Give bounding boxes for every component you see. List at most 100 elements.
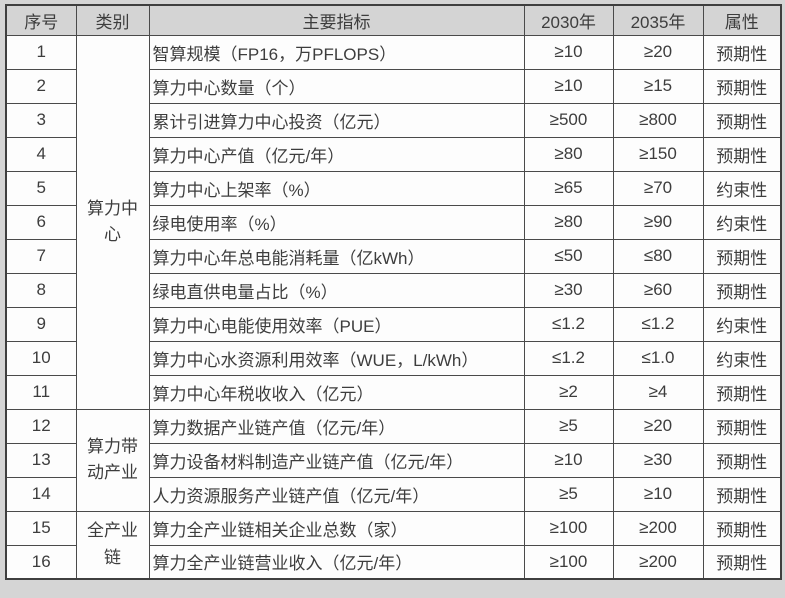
indicator-targets-table: 序号 类别 主要指标 2030年 2035年 属性 1 算力中心 智算规模（FP16… — [5, 4, 782, 580]
target-2035-cell: ≥15 — [612, 68, 704, 104]
attribute-cell: 预期性 — [702, 136, 782, 172]
indicator-cell: 算力中心年总电能消耗量（亿kWh） — [148, 238, 525, 274]
indicator-cell: 绿电直供电量占比（%） — [148, 272, 525, 308]
attribute-cell: 预期性 — [702, 34, 782, 70]
serial-number-cell: 5 — [5, 170, 77, 206]
attribute-cell: 预期性 — [702, 476, 782, 512]
header-category: 类别 — [75, 4, 150, 36]
serial-number-cell: 16 — [5, 544, 77, 580]
target-2030-cell: ≥100 — [523, 544, 614, 580]
header-year-2035: 2035年 — [612, 4, 704, 36]
target-2030-cell: ≥10 — [523, 34, 614, 70]
target-2035-cell: ≥70 — [612, 170, 704, 206]
serial-number-cell: 3 — [5, 102, 77, 138]
table-row: 1 算力中心 智算规模（FP16，万PFLOPS） ≥10 ≥20 预期性 — [5, 34, 782, 410]
indicator-cell: 算力中心数量（个） — [148, 68, 525, 104]
target-2035-cell: ≤1.2 — [612, 306, 704, 342]
target-2035-cell: ≥150 — [612, 136, 704, 172]
attribute-cell: 约束性 — [702, 306, 782, 342]
attribute-cell: 约束性 — [702, 204, 782, 240]
target-2035-cell: ≤1.0 — [612, 340, 704, 376]
indicator-cell: 绿电使用率（%） — [148, 204, 525, 240]
table-row: 8 绿电直供电量占比（%） ≥30 ≥60 预期性 — [5, 272, 782, 308]
serial-number-cell: 13 — [5, 442, 77, 478]
table-row: 14 人力资源服务产业链产值（亿元/年） ≥5 ≥10 预期性 — [5, 476, 782, 512]
attribute-cell: 预期性 — [702, 442, 782, 478]
serial-number-cell: 15 — [5, 510, 77, 546]
header-attribute: 属性 — [702, 4, 782, 36]
attribute-cell: 预期性 — [702, 102, 782, 138]
indicator-cell: 算力中心年税收收入（亿元） — [148, 374, 525, 410]
target-2030-cell: ≥10 — [523, 68, 614, 104]
serial-number-cell: 6 — [5, 204, 77, 240]
attribute-cell: 预期性 — [702, 510, 782, 546]
table-body: 1 算力中心 智算规模（FP16，万PFLOPS） ≥10 ≥20 预期性 2 算力中心数量（… — [5, 34, 782, 580]
table-row: 4 算力中心产值（亿元/年） ≥80 ≥150 预期性 — [5, 136, 782, 172]
header-row: 序号 类别 主要指标 2030年 2035年 属性 — [5, 4, 782, 36]
header-year-2030: 2030年 — [523, 4, 614, 36]
target-2035-cell: ≥90 — [612, 204, 704, 240]
target-2035-cell: ≥4 — [612, 374, 704, 410]
target-2030-cell: ≥5 — [523, 476, 614, 512]
indicator-cell: 累计引进算力中心投资（亿元） — [148, 102, 525, 138]
target-2030-cell: ≥30 — [523, 272, 614, 308]
table-row: 9 算力中心电能使用效率（PUE） ≤1.2 ≤1.2 约束性 — [5, 306, 782, 342]
target-2030-cell: ≤1.2 — [523, 306, 614, 342]
table-row: 6 绿电使用率（%） ≥80 ≥90 约束性 — [5, 204, 782, 240]
serial-number-cell: 11 — [5, 374, 77, 410]
table-row: 11 算力中心年税收收入（亿元） ≥2 ≥4 预期性 — [5, 374, 782, 410]
target-2030-cell: ≥80 — [523, 204, 614, 240]
indicator-cell: 智算规模（FP16，万PFLOPS） — [148, 34, 525, 70]
table-row: 10 算力中心水资源利用效率（WUE，L/kWh） ≤1.2 ≤1.0 约束性 — [5, 340, 782, 376]
target-2035-cell: ≥200 — [612, 544, 704, 580]
attribute-cell: 约束性 — [702, 170, 782, 206]
table-row: 5 算力中心上架率（%） ≥65 ≥70 约束性 — [5, 170, 782, 206]
serial-number-cell: 10 — [5, 340, 77, 376]
attribute-cell: 预期性 — [702, 408, 782, 444]
category-cell: 全产业链 — [75, 510, 150, 580]
target-2030-cell: ≥5 — [523, 408, 614, 444]
serial-number-cell: 1 — [5, 34, 77, 70]
serial-number-cell: 12 — [5, 408, 77, 444]
attribute-cell: 预期性 — [702, 544, 782, 580]
table-header: 序号 类别 主要指标 2030年 2035年 属性 — [5, 4, 782, 36]
indicator-cell: 人力资源服务产业链产值（亿元/年） — [148, 476, 525, 512]
indicator-cell: 算力设备材料制造产业链产值（亿元/年） — [148, 442, 525, 478]
target-2035-cell: ≥200 — [612, 510, 704, 546]
indicator-cell: 算力中心上架率（%） — [148, 170, 525, 206]
indicator-cell: 算力中心电能使用效率（PUE） — [148, 306, 525, 342]
serial-number-cell: 14 — [5, 476, 77, 512]
target-2030-cell: ≥65 — [523, 170, 614, 206]
indicator-cell: 算力中心水资源利用效率（WUE，L/kWh） — [148, 340, 525, 376]
attribute-cell: 预期性 — [702, 272, 782, 308]
header-main-indicator: 主要指标 — [148, 4, 525, 36]
target-2030-cell: ≥2 — [523, 374, 614, 410]
serial-number-cell: 9 — [5, 306, 77, 342]
target-2030-cell: ≤50 — [523, 238, 614, 274]
target-2035-cell: ≥800 — [612, 102, 704, 138]
table-row: 2 算力中心数量（个） ≥10 ≥15 预期性 — [5, 68, 782, 104]
indicator-cell: 算力数据产业链产值（亿元/年） — [148, 408, 525, 444]
target-2035-cell: ≤80 — [612, 238, 704, 274]
table-row: 12 算力带动产业 算力数据产业链产值（亿元/年） ≥5 ≥20 预期性 — [5, 408, 782, 512]
category-cell: 算力中心 — [75, 34, 150, 410]
serial-number-cell: 4 — [5, 136, 77, 172]
target-2035-cell: ≥20 — [612, 408, 704, 444]
target-2035-cell: ≥20 — [612, 34, 704, 70]
serial-number-cell: 2 — [5, 68, 77, 104]
header-serial-number: 序号 — [5, 4, 77, 36]
target-2030-cell: ≥10 — [523, 442, 614, 478]
target-2030-cell: ≥80 — [523, 136, 614, 172]
target-2030-cell: ≥500 — [523, 102, 614, 138]
attribute-cell: 约束性 — [702, 340, 782, 376]
table-row: 3 累计引进算力中心投资（亿元） ≥500 ≥800 预期性 — [5, 102, 782, 138]
target-2035-cell: ≥60 — [612, 272, 704, 308]
indicator-cell: 算力中心产值（亿元/年） — [148, 136, 525, 172]
indicator-cell: 算力全产业链营业收入（亿元/年） — [148, 544, 525, 580]
table-row: 15 全产业链 算力全产业链相关企业总数（家） ≥100 ≥200 预期性 — [5, 510, 782, 580]
target-2030-cell: ≤1.2 — [523, 340, 614, 376]
target-2035-cell: ≥10 — [612, 476, 704, 512]
attribute-cell: 预期性 — [702, 374, 782, 410]
target-2035-cell: ≥30 — [612, 442, 704, 478]
category-cell: 算力带动产业 — [75, 408, 150, 512]
